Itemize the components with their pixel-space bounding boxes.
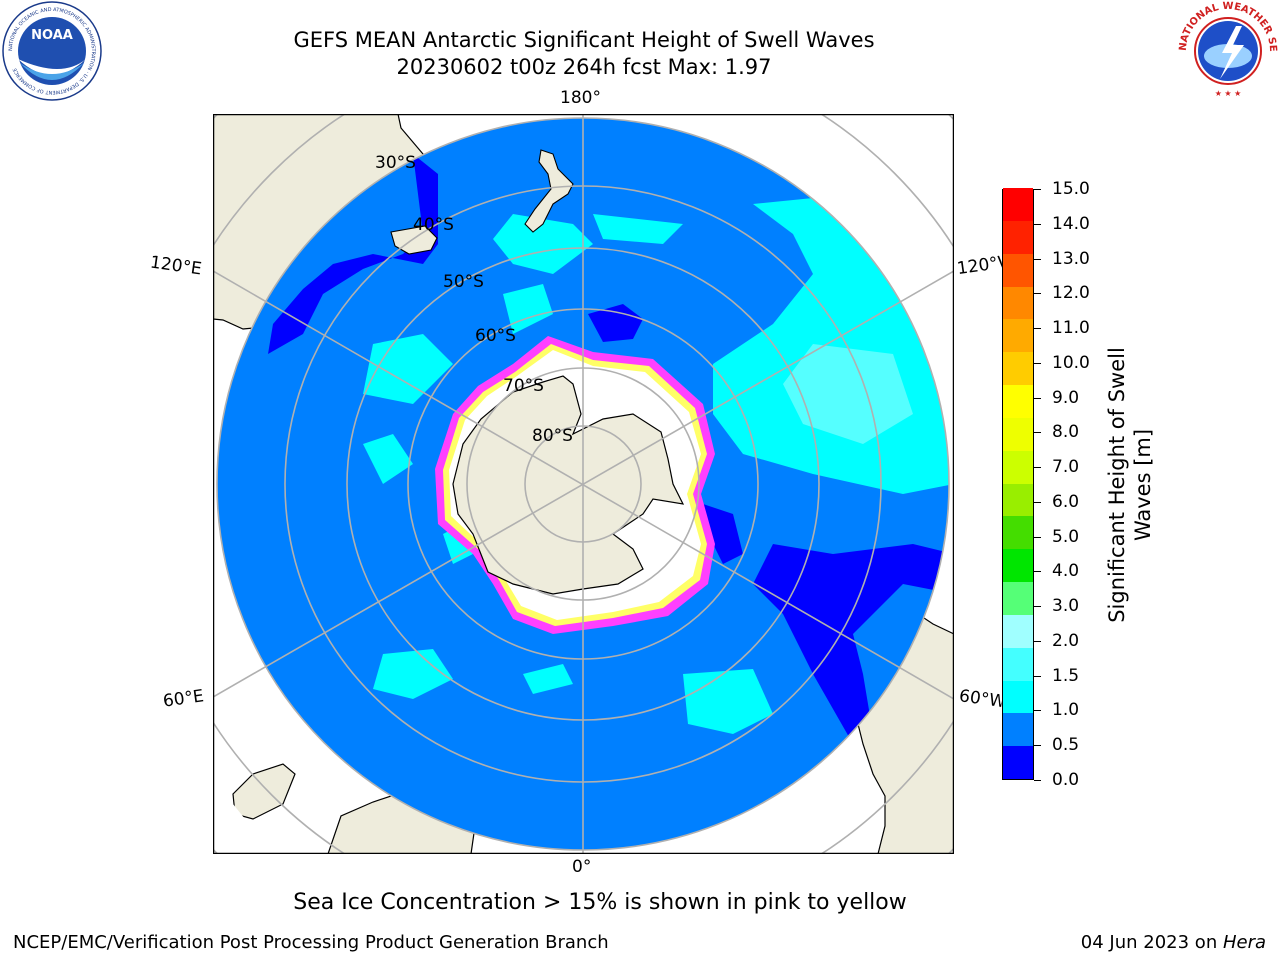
lat-label-80s: 80°S	[532, 426, 573, 446]
colorbar-segment	[1003, 286, 1033, 320]
colorbar-tick-mark	[1034, 223, 1041, 225]
colorbar-segment	[1003, 713, 1033, 747]
colorbar-tick-mark	[1034, 780, 1041, 781]
colorbar-segment	[1003, 417, 1033, 451]
colorbar-tick-mark	[1034, 467, 1041, 469]
colorbar-tick-mark	[1034, 640, 1041, 642]
plot-title: GEFS MEAN Antarctic Significant Height o…	[293, 28, 875, 52]
lat-label-50s: 50°S	[443, 272, 484, 292]
colorbar-tick-label: 13.0	[1052, 248, 1090, 269]
colorbar-tick-label: 2.0	[1052, 630, 1080, 651]
colorbar-tick-label: 8.0	[1052, 422, 1080, 443]
colorbar	[1002, 187, 1034, 780]
colorbar-tick-label: 4.0	[1052, 561, 1080, 582]
polar-map: 30°S 40°S 50°S 60°S 70°S 80°S	[213, 114, 954, 854]
colorbar-tick-mark	[1034, 189, 1041, 190]
colorbar-tick-mark	[1034, 571, 1041, 573]
colorbar-segment	[1003, 647, 1033, 681]
colorbar-tick-mark	[1034, 675, 1041, 677]
colorbar-tick-label: 0.5	[1052, 735, 1080, 756]
colorbar-tick-mark	[1034, 397, 1041, 399]
colorbar-tick-mark	[1034, 606, 1041, 608]
lon-label-60w: 60°W	[957, 686, 1004, 712]
colorbar-tick-label: 5.0	[1052, 526, 1080, 547]
colorbar-label: Significant Height of Swell Waves [m]	[1105, 347, 1155, 623]
lon-label-0: 0°	[572, 857, 592, 877]
lon-label-60e: 60°E	[161, 686, 206, 712]
svg-text:NOAA: NOAA	[31, 28, 73, 43]
colorbar-segment	[1003, 220, 1033, 254]
colorbar-tick-mark	[1034, 501, 1041, 503]
colorbar-tick-label: 10.0	[1052, 352, 1090, 373]
colorbar-tick-label: 6.0	[1052, 491, 1080, 512]
colorbar-segment	[1003, 614, 1033, 648]
colorbar-tick-label: 3.0	[1052, 596, 1080, 617]
colorbar-segment	[1003, 253, 1033, 287]
lat-label-70s: 70°S	[503, 376, 544, 396]
colorbar-segment	[1003, 680, 1033, 714]
colorbar-tick-mark	[1034, 328, 1041, 330]
run-date: 04 Jun 2023 on Hera	[1080, 932, 1266, 953]
credit-text: NCEP/EMC/Verification Post Processing Pr…	[13, 932, 609, 953]
lat-label-30s: 30°S	[375, 153, 416, 173]
colorbar-segment	[1003, 384, 1033, 418]
sea-ice-footnote: Sea Ice Concentration > 15% is shown in …	[293, 890, 907, 915]
antarctica-land	[452, 375, 685, 595]
colorbar-tick-mark	[1034, 745, 1041, 747]
plot-subtitle: 20230602 t00z 264h fcst Max: 1.97	[396, 55, 772, 79]
new-zealand-land	[524, 149, 574, 233]
graticule	[213, 114, 954, 854]
colorbar-segment	[1003, 549, 1033, 582]
colorbar-segment	[1003, 352, 1033, 385]
colorbar-tick-mark	[1034, 362, 1041, 364]
national-weather-service-logo: NATIONAL WEATHER SERVICE ★ ★ ★	[1178, 1, 1278, 99]
svg-text:★ ★ ★: ★ ★ ★	[1215, 89, 1242, 98]
colorbar-segment	[1003, 516, 1033, 550]
lat-label-40s: 40°S	[413, 215, 454, 235]
colorbar-tick-mark	[1034, 536, 1041, 538]
noaa-logo: NOAA NATIONAL OCEANIC AND ATMOSPHERIC AD…	[2, 1, 102, 101]
colorbar-segment	[1003, 746, 1033, 779]
lat-label-60s: 60°S	[475, 326, 516, 346]
colorbar-tick-label: 7.0	[1052, 457, 1080, 478]
colorbar-tick-mark	[1034, 710, 1041, 712]
colorbar-tick-mark	[1034, 258, 1041, 260]
colorbar-segment	[1003, 483, 1033, 517]
colorbar-segment	[1003, 319, 1033, 353]
colorbar-segment	[1003, 450, 1033, 484]
colorbar-segment	[1003, 581, 1033, 615]
colorbar-tick-label: 9.0	[1052, 387, 1080, 408]
colorbar-tick-label: 12.0	[1052, 283, 1090, 304]
colorbar-tick-label: 14.0	[1052, 213, 1090, 234]
colorbar-tick-label: 1.0	[1052, 700, 1080, 721]
lon-label-180: 180°	[560, 88, 601, 108]
colorbar-tick-label: 15.0	[1052, 179, 1090, 199]
colorbar-tick-mark	[1034, 293, 1041, 295]
colorbar-tick-label: 0.0	[1052, 770, 1080, 790]
colorbar-segment	[1003, 187, 1033, 221]
colorbar-tick-mark	[1034, 432, 1041, 434]
colorbar-tick-label: 1.5	[1052, 665, 1080, 686]
madagascar-land	[232, 763, 296, 820]
lon-label-120w: 120°W	[955, 252, 1004, 280]
lon-label-120e: 120°E	[148, 252, 203, 280]
colorbar-tick-label: 11.0	[1052, 318, 1090, 339]
